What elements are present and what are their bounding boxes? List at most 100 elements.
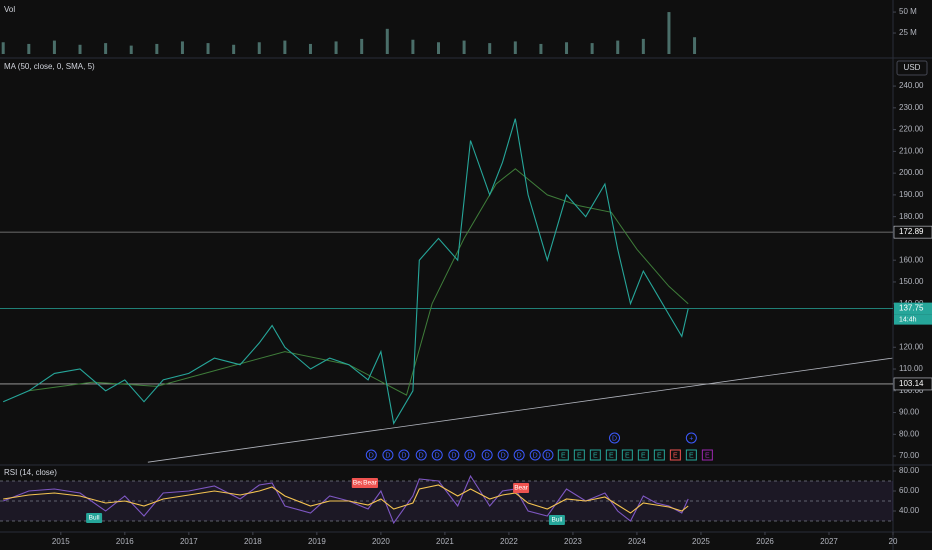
event-label: E bbox=[641, 452, 646, 459]
event-label: E bbox=[609, 452, 614, 459]
event-label: D bbox=[517, 452, 522, 459]
event-label: D bbox=[419, 452, 424, 459]
event-icon bbox=[529, 449, 541, 461]
price-tag-label: 137.75 bbox=[899, 304, 924, 313]
price-tag bbox=[893, 225, 932, 239]
event-label: E bbox=[625, 452, 630, 459]
volume-bar bbox=[360, 38, 364, 54]
signal-label: Bear bbox=[514, 485, 529, 492]
y-tick-label: 240.00 bbox=[899, 81, 924, 90]
x-tick-label: 2027 bbox=[820, 537, 838, 546]
series-line bbox=[2, 118, 689, 425]
volume-bar bbox=[232, 44, 236, 54]
volume-bar bbox=[616, 40, 620, 54]
event-icon bbox=[605, 449, 617, 461]
y-tick-label: 100.00 bbox=[899, 386, 924, 395]
volume-bar bbox=[308, 43, 312, 54]
y-tick-label: 25 M bbox=[899, 28, 917, 37]
volume-bar bbox=[565, 42, 569, 54]
x-tick-label: 2018 bbox=[244, 537, 262, 546]
volume-bar bbox=[590, 43, 594, 54]
event-icon bbox=[382, 449, 394, 461]
signal-label: Bear bbox=[363, 480, 378, 487]
volume-bar bbox=[1, 42, 5, 54]
y-tick-label: 70.00 bbox=[899, 451, 920, 460]
volume-bar bbox=[667, 12, 671, 55]
event-label: E bbox=[577, 452, 582, 459]
price-tag-time-bg bbox=[894, 314, 932, 325]
volume-bar bbox=[539, 43, 543, 54]
trendline bbox=[147, 357, 893, 463]
signal-box bbox=[513, 483, 530, 493]
price-tag-time: 14:4h bbox=[899, 316, 917, 323]
event-label: D bbox=[401, 452, 406, 459]
price-tag bbox=[894, 302, 932, 315]
ma-line bbox=[28, 168, 689, 396]
event-icon bbox=[685, 449, 697, 461]
y-tick-label: 40.00 bbox=[899, 506, 920, 515]
pane-title: RSI (14, close) bbox=[4, 468, 57, 477]
volume-bar bbox=[411, 39, 415, 54]
pane-title: Vol bbox=[4, 5, 15, 14]
event-label: E bbox=[689, 452, 694, 459]
volume-bar bbox=[513, 41, 517, 54]
volume-bar bbox=[488, 43, 492, 54]
event-label: D bbox=[612, 435, 617, 442]
volume-bar bbox=[693, 37, 697, 54]
event-label: D bbox=[485, 452, 490, 459]
x-tick-label: 2015 bbox=[52, 537, 70, 546]
volume-bar bbox=[257, 42, 261, 54]
y-tick-label: 120.00 bbox=[899, 342, 924, 351]
event-icon bbox=[464, 449, 476, 461]
volume-bar bbox=[206, 43, 210, 54]
currency-box[interactable] bbox=[896, 60, 928, 76]
event-label: D bbox=[451, 452, 456, 459]
event-label: D bbox=[501, 452, 506, 459]
series-line bbox=[2, 474, 689, 525]
y-tick-label: 80.00 bbox=[899, 429, 920, 438]
event-icon bbox=[701, 449, 713, 461]
pane-title: MA (50, close, 0, SMA, 5) bbox=[4, 62, 95, 71]
volume-bar bbox=[104, 43, 108, 54]
signal-label: Bull bbox=[89, 515, 100, 522]
event-icon bbox=[513, 449, 525, 461]
event-icon bbox=[609, 432, 621, 444]
event-icon bbox=[557, 449, 569, 461]
signal-label: Bull bbox=[552, 517, 563, 524]
x-tick-label: 2026 bbox=[756, 537, 774, 546]
signal-box bbox=[548, 515, 565, 525]
volume-bar bbox=[155, 43, 159, 54]
volume-bar bbox=[641, 38, 645, 54]
y-tick-label: 90.00 bbox=[899, 408, 920, 417]
event-icon bbox=[542, 449, 554, 461]
volume-bar bbox=[334, 41, 338, 54]
y-tick-label: 230.00 bbox=[899, 103, 924, 112]
x-tick-label: 2022 bbox=[500, 537, 518, 546]
y-tick-label: 60.00 bbox=[899, 486, 920, 495]
event-icon bbox=[431, 449, 443, 461]
event-icon bbox=[589, 449, 601, 461]
y-tick-label: 180.00 bbox=[899, 212, 924, 221]
currency[interactable]: USD bbox=[904, 63, 921, 72]
event-icon bbox=[415, 449, 427, 461]
event-label: D bbox=[435, 452, 440, 459]
volume-bar bbox=[129, 45, 133, 54]
y-tick-label: 190.00 bbox=[899, 190, 924, 199]
event-icon bbox=[481, 449, 493, 461]
event-label: E bbox=[657, 452, 662, 459]
event-label: D bbox=[467, 452, 472, 459]
event-label: E bbox=[705, 452, 710, 459]
volume-bar bbox=[436, 42, 440, 54]
signal-box bbox=[362, 478, 379, 488]
event-label: D bbox=[533, 452, 538, 459]
volume-bar bbox=[52, 40, 56, 54]
x-tick-label: 2016 bbox=[116, 537, 134, 546]
y-tick-label: 50 M bbox=[899, 7, 917, 16]
y-tick-label: 200.00 bbox=[899, 168, 924, 177]
volume-bar bbox=[283, 40, 287, 54]
y-tick-label: 220.00 bbox=[899, 125, 924, 134]
y-tick-label: 160.00 bbox=[899, 255, 924, 264]
x-tick-label: 2023 bbox=[564, 537, 582, 546]
